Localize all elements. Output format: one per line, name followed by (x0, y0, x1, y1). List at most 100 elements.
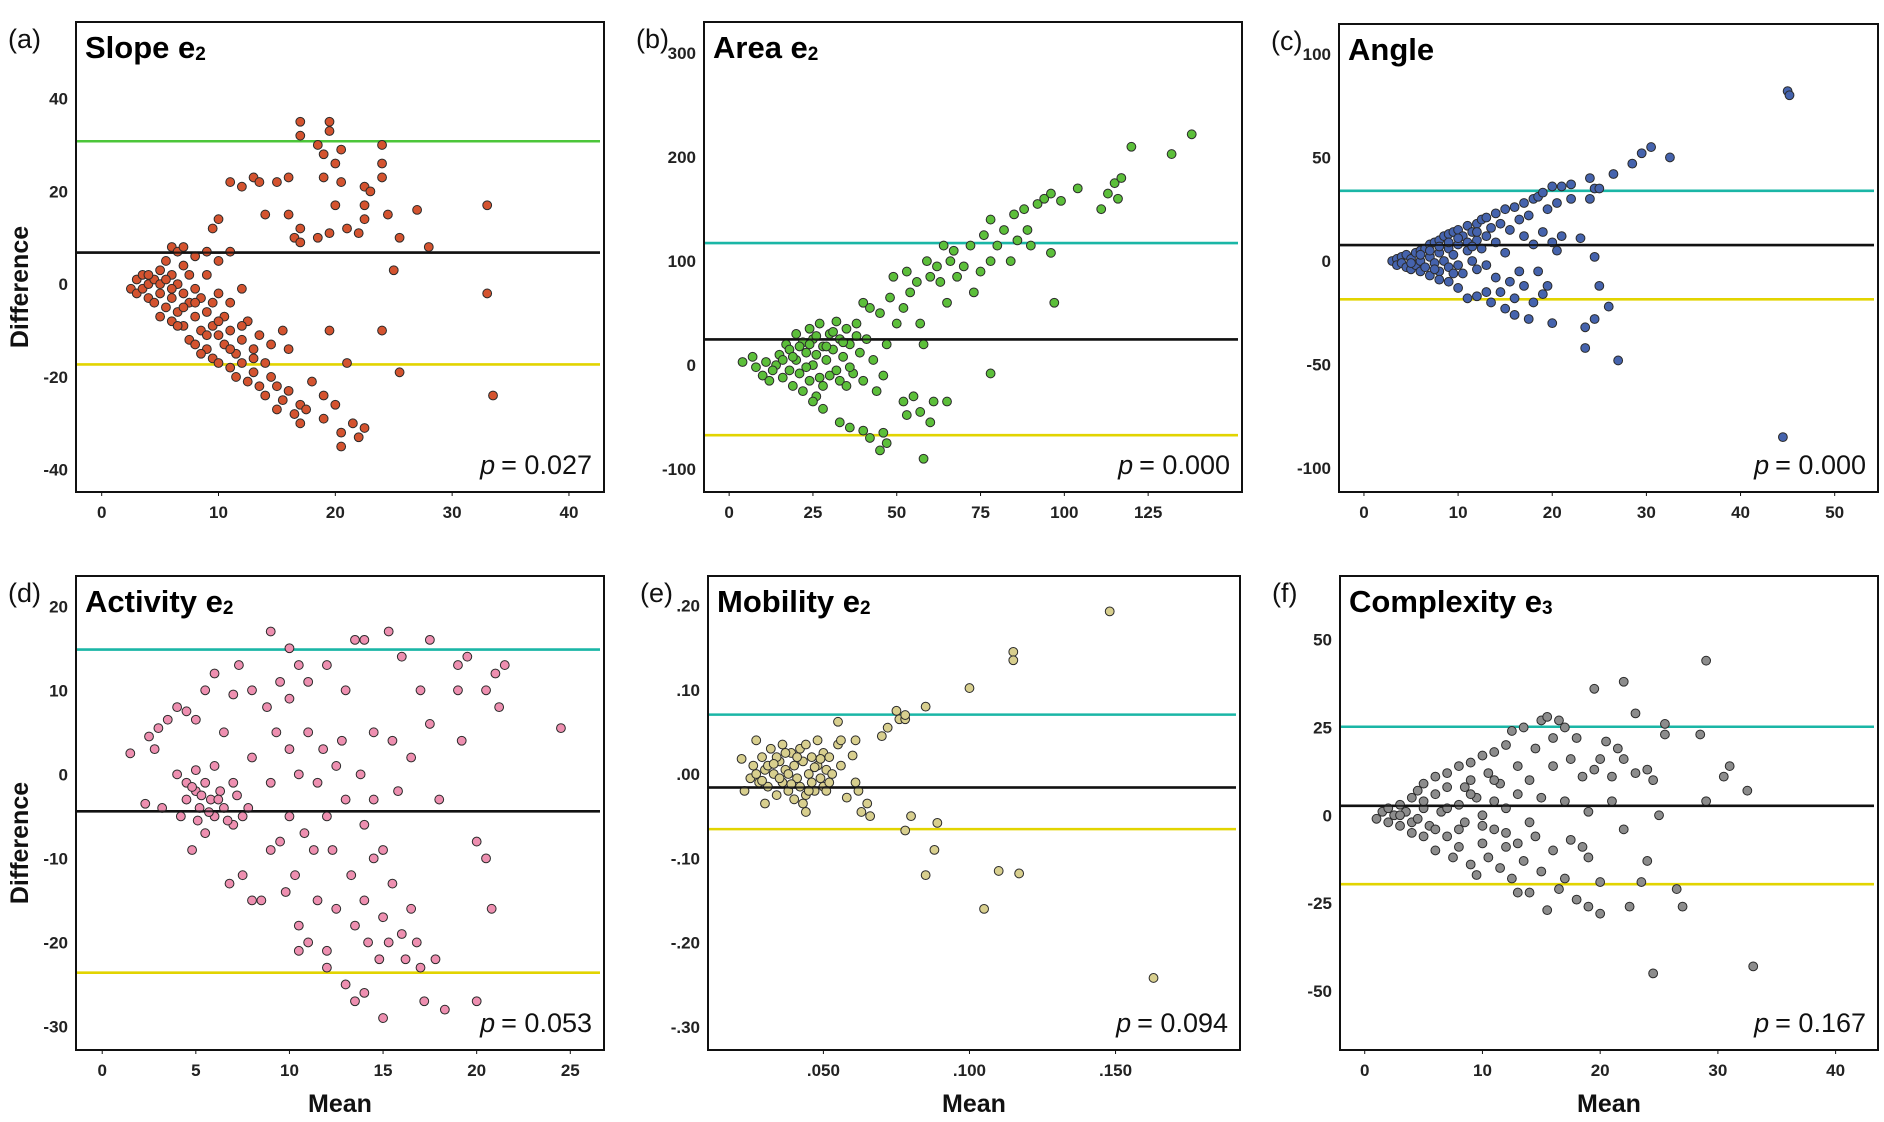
data-point (1519, 280, 1529, 291)
data-point (172, 702, 183, 713)
data-point (1612, 743, 1623, 754)
panel-a: 0 10 20 30 40 40 20 0 -20 -40 (a) Slope e2 p = 0.027 D… (6, 21, 605, 522)
x-tick-label: 15 (374, 1061, 393, 1080)
plot-frame (75, 575, 605, 1051)
data-point (1648, 775, 1659, 786)
data-point (1434, 274, 1445, 285)
data-point (190, 283, 201, 294)
data-point (841, 323, 852, 334)
data-point (1589, 764, 1600, 775)
data-point (862, 798, 873, 809)
data-point (1495, 863, 1506, 873)
data-point (318, 172, 329, 183)
data-point (1552, 198, 1562, 208)
data-point (266, 372, 276, 382)
data-point (1430, 789, 1441, 800)
data-point (336, 427, 347, 438)
x-tick-label: 10 (1473, 1061, 1492, 1080)
data-point (1748, 961, 1759, 972)
data-point (260, 390, 271, 401)
data-point (1472, 291, 1482, 302)
data-point (801, 362, 812, 373)
data-point (868, 355, 879, 365)
data-point (125, 748, 136, 759)
data-point (1542, 711, 1553, 722)
y-tick-label: .00 (676, 765, 700, 784)
data-point (798, 798, 808, 809)
data-point (794, 341, 805, 352)
data-point (1630, 768, 1641, 779)
data-point (804, 375, 815, 386)
data-points (736, 606, 1159, 983)
data-point (415, 962, 426, 973)
data-point (1504, 225, 1515, 235)
data-point (1512, 838, 1523, 849)
data-point (1442, 768, 1453, 779)
data-point (925, 417, 936, 428)
data-point (1566, 193, 1576, 204)
data-point (801, 347, 812, 358)
data-point (178, 242, 189, 252)
data-point (1148, 973, 1159, 983)
data-point (308, 845, 319, 855)
panel-label: (c) (1271, 26, 1302, 56)
data-point (1039, 193, 1050, 204)
data-point (888, 271, 899, 282)
data-point (975, 266, 986, 277)
data-point (1103, 188, 1113, 199)
x-tick-label: 25 (561, 1061, 580, 1080)
data-point (1434, 241, 1445, 252)
data-point (382, 209, 393, 220)
data-point (336, 441, 347, 452)
data-point (964, 683, 975, 693)
data-point (1701, 655, 1712, 666)
data-point (794, 368, 805, 379)
data-point (1742, 785, 1753, 796)
x-tick-label: 0 (97, 503, 106, 522)
panel-title-text: Area e (713, 30, 808, 65)
p-symbol: p (479, 450, 495, 480)
data-point (155, 265, 166, 276)
x-tick-label: .100 (953, 1061, 986, 1080)
data-point (1530, 743, 1541, 754)
data-point (1618, 754, 1629, 764)
data-point (1477, 838, 1488, 849)
data-point (1019, 204, 1030, 215)
data-point (1166, 149, 1177, 159)
data-point (295, 237, 306, 248)
data-point (850, 735, 861, 746)
data-point (1636, 148, 1647, 159)
data-point (1677, 901, 1688, 912)
data-point (1448, 249, 1459, 260)
data-point (1014, 868, 1025, 879)
data-point (1032, 199, 1043, 209)
y-tick-label: 20 (49, 182, 68, 201)
p-value: p = 0.000 (1117, 450, 1230, 480)
data-point (747, 351, 758, 362)
data-point (359, 634, 370, 645)
data-point (834, 417, 845, 428)
data-point (1654, 810, 1664, 821)
data-point (787, 381, 798, 391)
data-point (178, 288, 189, 299)
data-point (1489, 747, 1500, 757)
data-point (833, 716, 843, 727)
data-point (453, 685, 463, 696)
data-point (1542, 204, 1553, 215)
data-point (1012, 235, 1023, 246)
data-point (1594, 280, 1605, 291)
data-point (201, 330, 212, 341)
data-point (1096, 204, 1107, 215)
data-point (767, 365, 778, 376)
data-points (737, 129, 1197, 464)
data-point (1589, 251, 1600, 262)
data-point (1443, 276, 1454, 287)
data-point (406, 903, 417, 914)
data-point (865, 433, 875, 443)
data-point (1548, 733, 1558, 743)
y-tick-label: -30 (43, 1017, 68, 1036)
data-point (387, 735, 398, 746)
data-point (412, 205, 422, 215)
data-point (1724, 761, 1735, 771)
panel-title-text: Angle (1348, 32, 1434, 67)
